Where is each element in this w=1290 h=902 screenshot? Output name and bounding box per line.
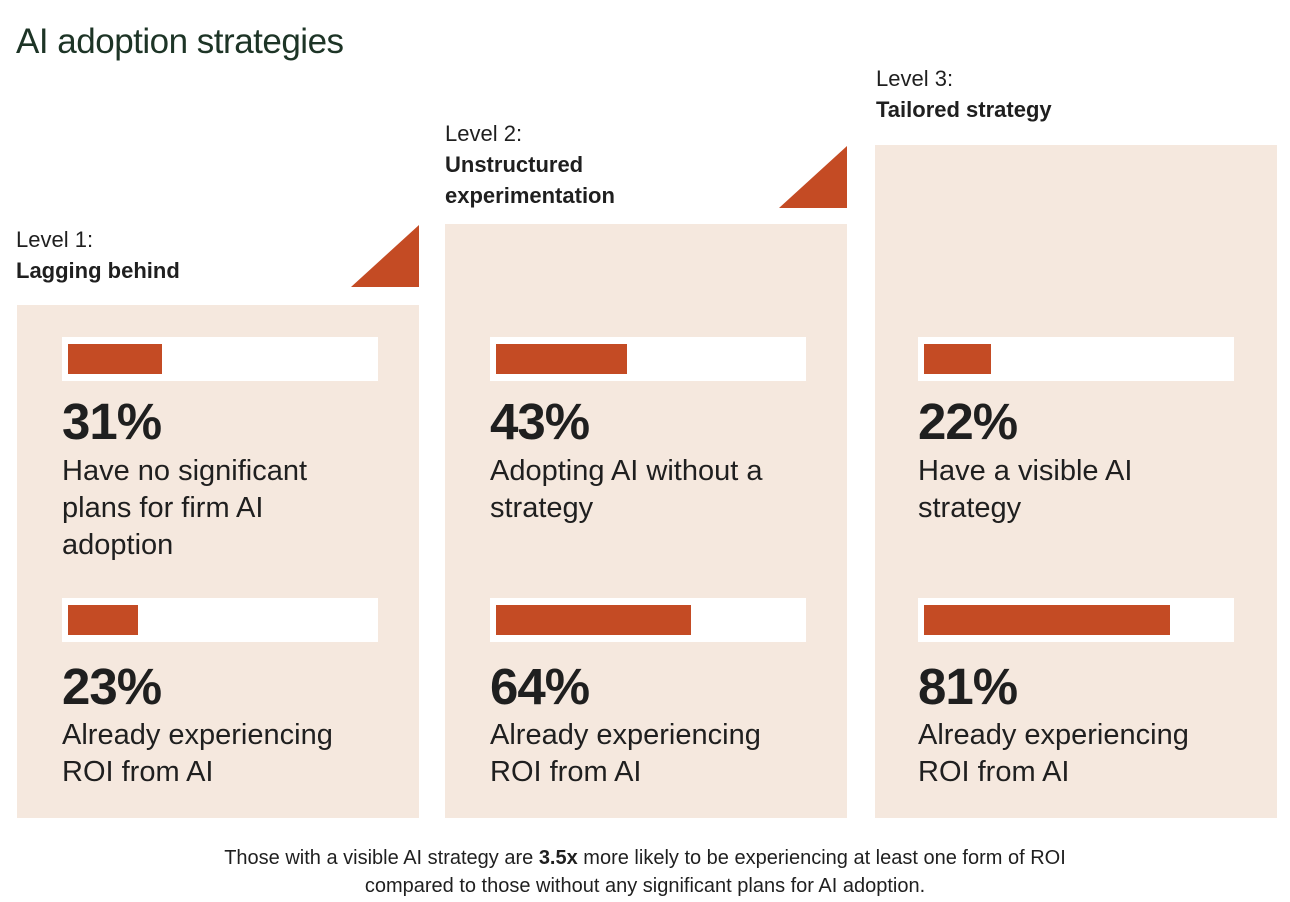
level-1-stat-1-bar-track xyxy=(62,337,378,381)
level-3-stat-1-bar-track xyxy=(918,337,1234,381)
level-3-stat-2-value: 81% xyxy=(918,658,1018,715)
level-2-heading: Level 2: Unstructured experimentation xyxy=(445,118,765,211)
level-3-stat-1-value: 22% xyxy=(918,393,1018,450)
level-3-stat-2-description: Already experiencing ROI from AI xyxy=(918,719,1189,788)
level-1-label: Level 1: xyxy=(16,227,94,252)
footnote-text-end: more likely to be experiencing at least … xyxy=(577,847,1066,869)
level-1-heading: Level 1: Lagging behind xyxy=(16,224,346,286)
level-3-stat-1-bar xyxy=(924,344,991,374)
footnote-line-2: compared to those without any significan… xyxy=(364,875,926,897)
level-3-stat-2-bar xyxy=(924,605,1170,635)
level-2-stat-2-value: 64% xyxy=(490,658,590,715)
level-1-stat-1-bar xyxy=(68,344,162,374)
level-2-label: Level 2: xyxy=(445,121,523,146)
level-2-stat-1-description: Adopting AI without a strategy xyxy=(490,455,763,524)
level-2-stat-1-value: 43% xyxy=(490,393,590,450)
level-3-heading: Level 3: Tailored strategy xyxy=(876,63,1206,125)
level-2-stat-2-description: Already experiencing ROI from AI xyxy=(490,719,761,788)
level-3-label: Level 3: xyxy=(876,66,954,91)
level-1-stat-2-bar-track xyxy=(62,598,378,642)
level-2-step-triangle xyxy=(779,146,847,208)
level-1-stat-1-description: Have no significant plans for firm AI ad… xyxy=(62,455,308,561)
level-1-stat-2-bar xyxy=(68,605,138,635)
footnote-line-1: Those with a visible AI strategy are 3.5… xyxy=(0,844,1290,872)
level-1-panel: 31% Have no significant plans for firm A… xyxy=(17,305,419,818)
level-2-stat-1-bar xyxy=(496,344,627,374)
level-1-name: Lagging behind xyxy=(16,258,180,283)
level-3-panel: 22% Have a visible AI strategy 81% Alrea… xyxy=(875,145,1277,818)
level-1-stat-2-description: Already experiencing ROI from AI xyxy=(62,719,333,788)
level-3-name: Tailored strategy xyxy=(876,97,1052,122)
level-3-stat-1-description: Have a visible AI strategy xyxy=(918,455,1133,524)
level-3-stat-2-bar-track xyxy=(918,598,1234,642)
footnote-text-start: Those with a visible AI strategy are xyxy=(224,847,539,869)
level-1-step-triangle xyxy=(351,225,419,287)
level-1-stat-2-value: 23% xyxy=(62,658,162,715)
level-2-name: Unstructured experimentation xyxy=(445,152,615,208)
level-2-stat-1-bar-track xyxy=(490,337,806,381)
level-1-stat-1-value: 31% xyxy=(62,393,162,450)
level-2-stat-2-bar-track xyxy=(490,598,806,642)
level-2-stat-2-bar xyxy=(496,605,691,635)
footnote-multiplier: 3.5x xyxy=(538,847,578,869)
footnote: Those with a visible AI strategy are 3.5… xyxy=(0,844,1290,900)
level-2-panel: 43% Adopting AI without a strategy 64% A… xyxy=(445,224,847,818)
page-title: AI adoption strategies xyxy=(16,22,344,61)
